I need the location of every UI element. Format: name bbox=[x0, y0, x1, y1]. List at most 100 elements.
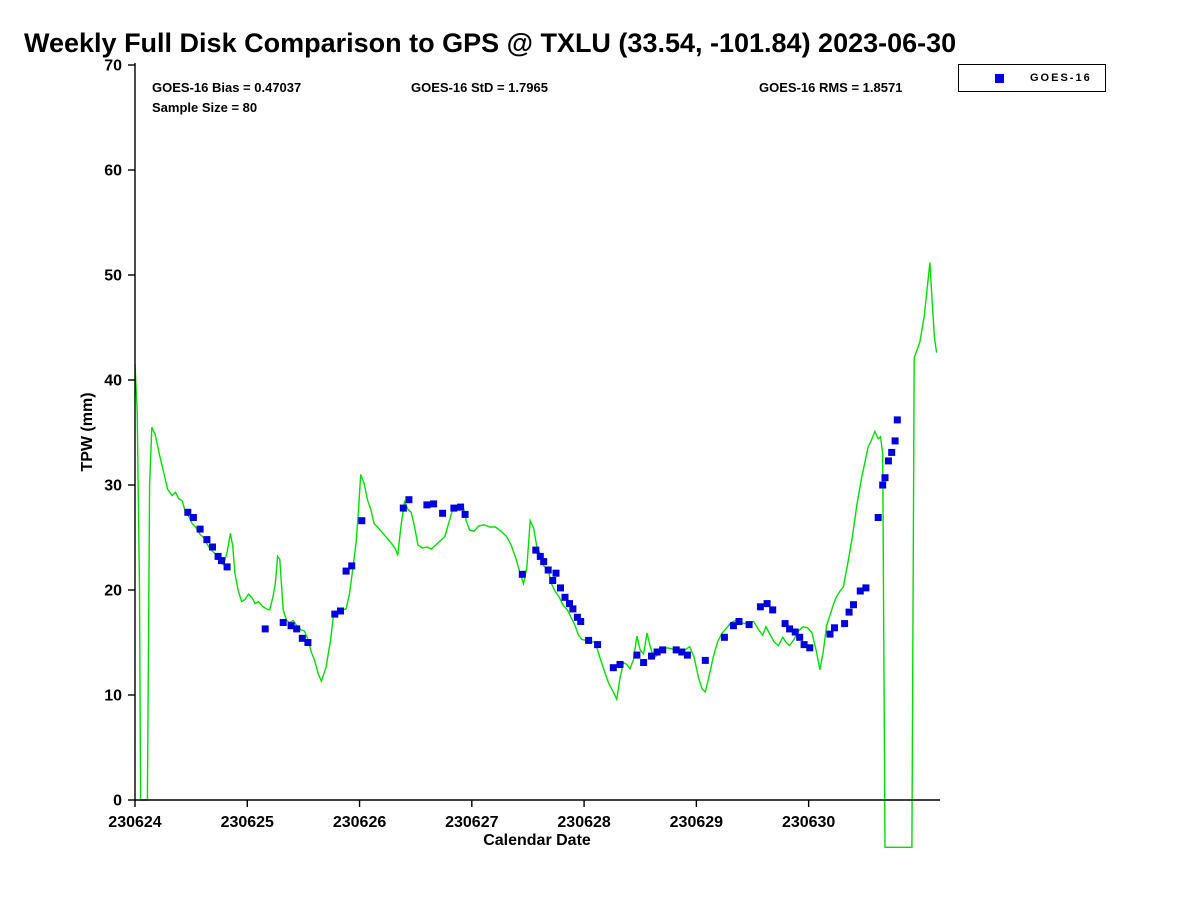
goes16-marker bbox=[831, 624, 838, 632]
gps-line-series bbox=[134, 262, 938, 848]
goes16-marker bbox=[209, 543, 216, 551]
goes16-marker bbox=[287, 622, 295, 630]
goes16-marker bbox=[585, 636, 593, 644]
goes16-marker bbox=[540, 558, 548, 566]
goes16-marker bbox=[218, 557, 225, 565]
goes16-marker bbox=[457, 503, 465, 511]
goes16-marker bbox=[729, 622, 737, 630]
goes16-marker bbox=[756, 603, 764, 611]
goes16-marker bbox=[439, 509, 447, 517]
goes16-marker bbox=[304, 639, 312, 646]
goes16-marker bbox=[769, 606, 777, 614]
goes16-marker bbox=[532, 546, 540, 554]
y-tick-label: 60 bbox=[104, 163, 122, 180]
chart-title: Weekly Full Disk Comparison to GPS @ TXL… bbox=[24, 28, 957, 58]
x-axis-label: Calendar Date bbox=[483, 832, 591, 849]
goes16-marker bbox=[609, 664, 617, 672]
goes16-marker bbox=[184, 508, 192, 516]
goes16-marker bbox=[203, 536, 211, 544]
x-tick-label: 230630 bbox=[782, 814, 835, 831]
goes16-marker bbox=[856, 587, 864, 595]
goes16-marker bbox=[430, 500, 438, 508]
goes16-marker bbox=[653, 648, 661, 656]
y-tick-label: 50 bbox=[104, 268, 122, 285]
goes16-marker bbox=[672, 646, 680, 654]
goes16-marker bbox=[648, 652, 655, 660]
goes16-marker bbox=[214, 552, 222, 560]
goes16-marker bbox=[850, 601, 857, 609]
goes16-marker bbox=[683, 651, 691, 659]
goes16-marker bbox=[881, 474, 889, 482]
goes16-marker bbox=[518, 570, 526, 578]
goes16-marker bbox=[261, 625, 269, 633]
goes16-marker bbox=[536, 552, 544, 560]
goes16-marker bbox=[781, 620, 789, 628]
goes16-marker bbox=[223, 563, 231, 571]
y-tick-label: 30 bbox=[104, 478, 122, 495]
x-tick-label: 230627 bbox=[445, 814, 498, 831]
goes16-marker bbox=[633, 651, 641, 659]
legend-square-marker-icon bbox=[995, 73, 1004, 83]
goes16-marker bbox=[544, 566, 552, 574]
x-tick-label: 230625 bbox=[221, 814, 274, 831]
x-tick-label: 230626 bbox=[333, 814, 386, 831]
goes16-marker bbox=[331, 610, 339, 618]
goes16-marker bbox=[791, 628, 799, 636]
goes16-marker bbox=[862, 584, 870, 592]
goes16-marker bbox=[845, 608, 853, 616]
goes16-marker bbox=[569, 605, 577, 613]
stat-std: GOES-16 StD = 1.7965 bbox=[411, 80, 548, 95]
goes16-marker bbox=[298, 634, 306, 642]
goes16-marker bbox=[549, 577, 557, 584]
goes16-marker bbox=[405, 496, 413, 504]
goes16-marker bbox=[461, 510, 469, 518]
goes16-marker bbox=[701, 656, 709, 664]
goes16-marker bbox=[786, 625, 794, 633]
legend: GOES-16 bbox=[958, 64, 1106, 92]
y-tick-label: 40 bbox=[104, 373, 122, 390]
goes16-marker bbox=[745, 621, 753, 629]
goes16-marker bbox=[874, 514, 882, 521]
goes16-marker bbox=[342, 567, 350, 575]
x-tick-label: 230624 bbox=[108, 814, 161, 831]
goes16-marker bbox=[888, 448, 896, 456]
goes16-marker bbox=[358, 517, 366, 525]
goes16-marker bbox=[806, 644, 814, 652]
x-tick-label: 230629 bbox=[670, 814, 723, 831]
goes16-marker bbox=[891, 437, 899, 445]
goes16-marker bbox=[826, 630, 834, 638]
goes16-marker bbox=[884, 457, 892, 465]
goes16-marker bbox=[796, 633, 804, 641]
y-tick-label: 20 bbox=[104, 583, 122, 600]
goes16-marker bbox=[450, 504, 458, 512]
goes16-marker bbox=[763, 600, 771, 608]
goes16-marker bbox=[594, 641, 602, 649]
y-tick-label: 0 bbox=[113, 793, 122, 810]
goes16-marker bbox=[189, 514, 197, 521]
goes16-marker bbox=[800, 641, 808, 649]
goes16-marker bbox=[561, 593, 569, 601]
goes16-marker bbox=[348, 562, 356, 570]
goes16-marker bbox=[616, 661, 624, 668]
goes16-marker bbox=[552, 569, 560, 577]
goes16-marker bbox=[735, 618, 743, 625]
goes16-marker bbox=[423, 501, 431, 509]
y-tick-label: 10 bbox=[104, 688, 122, 705]
stat-sample-size: Sample Size = 80 bbox=[152, 100, 258, 115]
goes16-marker bbox=[196, 525, 204, 533]
goes16-marker bbox=[640, 659, 648, 666]
legend-label: GOES-16 bbox=[1030, 72, 1092, 84]
goes16-marker bbox=[577, 618, 585, 625]
stat-bias: GOES-16 Bias = 0.47037 bbox=[152, 80, 302, 95]
goes16-marker bbox=[678, 648, 686, 656]
x-tick-label: 230628 bbox=[557, 814, 610, 831]
goes16-marker bbox=[337, 607, 344, 615]
goes16-marker bbox=[879, 481, 887, 489]
goes16-marker bbox=[279, 619, 287, 626]
goes16-marker bbox=[293, 625, 301, 633]
goes16-marker bbox=[566, 600, 573, 608]
goes16-marker bbox=[893, 416, 901, 424]
stat-rms: GOES-16 RMS = 1.8571 bbox=[759, 80, 903, 95]
